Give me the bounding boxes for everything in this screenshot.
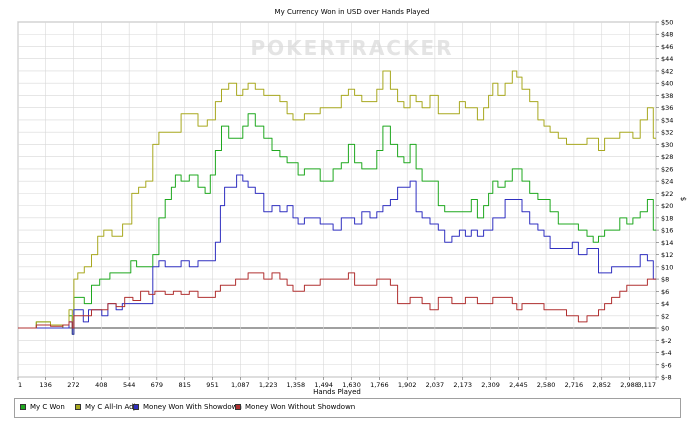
legend-item-money-won-with-showdown[interactable]: Money Won With Showdown [133, 403, 242, 411]
y-axis: $-8 $-6 $-4 $-2 $0 $2 $4 $6 $8 $10 $12 $14 $16 $18 $20… [656, 19, 673, 382]
y-tick-label: $40 [661, 80, 673, 88]
x-tick-label: 679 [151, 381, 163, 389]
legend-label: Money Won With Showdown [143, 403, 242, 411]
y-tick-label: $28 [661, 153, 673, 161]
x-tick-label: 544 [123, 381, 135, 389]
x-tick-label: 2,716 [565, 381, 584, 389]
x-axis-label: Hands Played [313, 388, 361, 396]
x-tick-label: 1,087 [231, 381, 250, 389]
y-tick-label: $4 [661, 300, 669, 308]
legend-swatch-my-c-all-in-adj [75, 404, 81, 410]
x-tick-label: 1,223 [259, 381, 278, 389]
x-axis: 1 136 272 408 544 679 815 951 1,087 1,223 1,358 1,4… [17, 377, 657, 389]
legend-swatch-money-won-with-showdown [133, 404, 139, 410]
x-tick-label: 2,173 [453, 381, 472, 389]
y-tick-label: $-2 [661, 337, 672, 345]
y-axis-label: $ [679, 197, 687, 201]
y-tick-label: $-6 [661, 361, 672, 369]
x-tick-label: 1,358 [287, 381, 306, 389]
x-tick-label: 2,037 [426, 381, 445, 389]
y-tick-label: $8 [661, 276, 669, 284]
y-tick-label: $10 [661, 263, 673, 271]
x-tick-label: 136 [39, 381, 51, 389]
y-tick-label: $18 [661, 214, 673, 222]
series-lines [18, 70, 656, 335]
y-tick-label: $32 [661, 129, 673, 137]
series-line-money-won-with-showdown [18, 174, 656, 335]
x-tick-label: 1,494 [314, 381, 333, 389]
legend-item-my-c-all-in-adj[interactable]: My C All-In Adj [75, 403, 136, 411]
legend: My C Won My C All-In Adj Money Won With … [14, 398, 681, 418]
legend-swatch-my-c-won [20, 404, 26, 410]
x-tick-label: 2,580 [537, 381, 556, 389]
legend-label: Money Won Without Showdown [245, 403, 356, 411]
legend-item-money-won-without-showdown[interactable]: Money Won Without Showdown [235, 403, 355, 411]
y-tick-label: $-4 [661, 349, 672, 357]
x-tick-label: 1,766 [370, 381, 389, 389]
series-line-money-won-without-showdown [18, 272, 656, 329]
series-line-my-c-all-in-adj [18, 70, 656, 335]
x-tick-label: 3,117 [637, 381, 656, 389]
legend-swatch-money-won-without-showdown [235, 404, 241, 410]
x-tick-label: 2,309 [481, 381, 500, 389]
x-tick-label: 272 [67, 381, 79, 389]
chart-title: My Currency Won in USD over Hands Played [275, 8, 430, 16]
y-tick-label: $34 [661, 116, 673, 124]
y-tick-label: $48 [661, 31, 673, 39]
x-tick-label: 2,445 [509, 381, 528, 389]
y-tick-label: $46 [661, 43, 673, 51]
plot-area [17, 21, 657, 378]
legend-item-my-c-won[interactable]: My C Won [20, 403, 65, 411]
legend-label: My C All-In Adj [85, 403, 136, 411]
x-tick-label: 1,902 [398, 381, 417, 389]
x-tick-label: 2,852 [592, 381, 611, 389]
y-tick-label: $26 [661, 165, 673, 173]
y-tick-label: $0 [661, 325, 669, 333]
y-tick-label: $50 [661, 19, 673, 27]
series-line-my-c-won [18, 113, 656, 335]
y-tick-label: $-8 [661, 374, 672, 382]
y-tick-label: $2 [661, 312, 669, 320]
x-tick-label: 1,630 [342, 381, 361, 389]
y-tick-label: $22 [661, 190, 673, 198]
legend-label: My C Won [30, 403, 65, 411]
y-tick-label: $24 [661, 178, 673, 186]
y-tick-label: $36 [661, 104, 673, 112]
y-tick-label: $38 [661, 92, 673, 100]
x-tick-label: 1 [18, 381, 22, 389]
y-tick-label: $20 [661, 202, 673, 210]
x-tick-label: 815 [178, 381, 190, 389]
x-tick-label: 951 [206, 381, 218, 389]
y-tick-label: $44 [661, 55, 673, 63]
y-tick-label: $6 [661, 288, 669, 296]
x-tick-label: 408 [95, 381, 107, 389]
y-tick-label: $16 [661, 227, 673, 235]
y-tick-label: $30 [661, 141, 673, 149]
x-tick-label: 2,988 [620, 381, 639, 389]
watermark: POKERTRACKER [250, 36, 453, 60]
y-tick-label: $14 [661, 239, 673, 247]
y-tick-label: $12 [661, 251, 673, 259]
y-tick-label: $42 [661, 67, 673, 75]
